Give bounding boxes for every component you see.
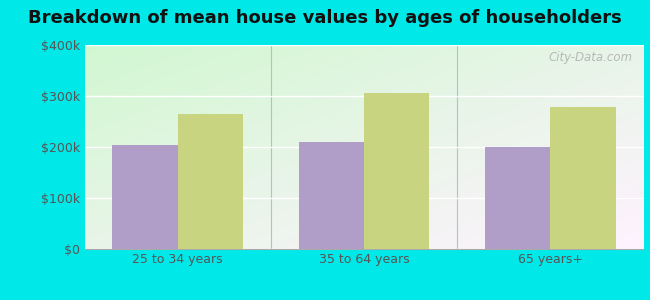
Text: City-Data.com: City-Data.com [548,51,632,64]
Bar [364,93,429,249]
Bar [485,147,551,249]
Bar [299,142,364,249]
Bar [112,146,177,249]
Bar [177,114,243,249]
Bar [551,107,616,249]
Text: Breakdown of mean house values by ages of householders: Breakdown of mean house values by ages o… [28,9,622,27]
